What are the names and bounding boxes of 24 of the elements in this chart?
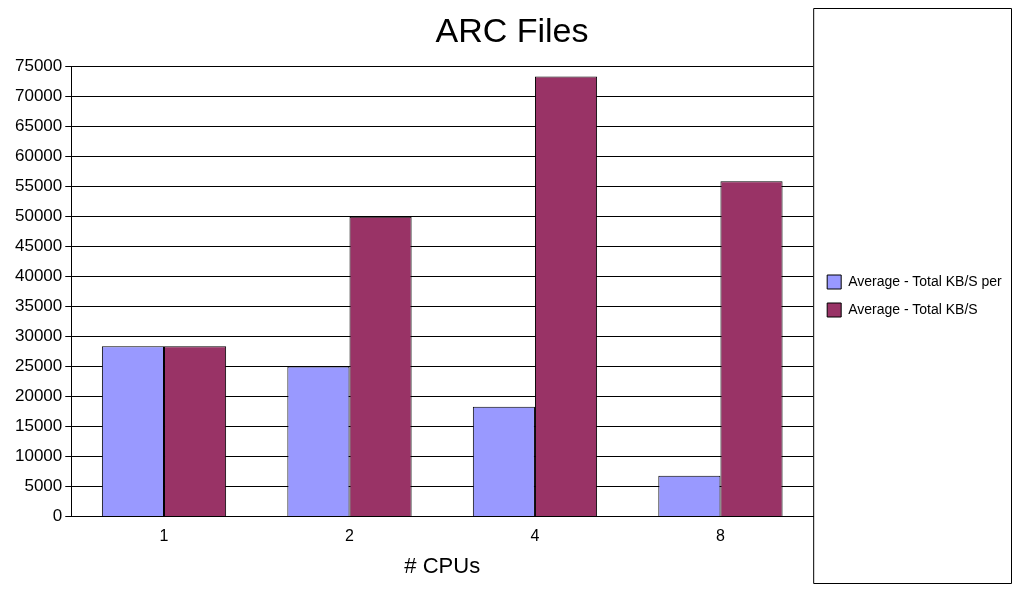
y-tick-label: 45000: [14, 236, 63, 256]
y-tick-label: 65000: [14, 116, 63, 136]
legend-label: Average - Total KB/S: [848, 300, 978, 317]
y-tick-label: 75000: [14, 56, 63, 76]
y-tick-label: 60000: [14, 146, 63, 166]
y-tick-label: 55000: [14, 176, 63, 196]
y-tick-label: 25000: [14, 356, 63, 376]
y-tick-label: 15000: [14, 416, 63, 436]
y-tick-label: 20000: [14, 386, 63, 406]
legend-label: Average - Total KB/S per: [848, 272, 1003, 289]
y-tick-label: 10000: [14, 446, 63, 466]
y-tick-label: 5000: [24, 476, 63, 496]
y-tick-label: 30000: [14, 326, 63, 346]
y-tick-label: 0: [52, 506, 63, 526]
x-axis-title: # CPUs: [404, 552, 481, 578]
y-tick-label: 40000: [14, 266, 63, 286]
x-tick-label: 1: [159, 527, 169, 545]
y-tick-label: 70000: [14, 86, 63, 106]
y-tick-label: 50000: [14, 206, 63, 226]
x-tick-label: 2: [345, 527, 355, 545]
y-tick-label: 35000: [14, 296, 63, 316]
chart-title: ARC Files: [435, 10, 589, 49]
x-tick-label: 8: [715, 527, 725, 545]
x-tick-label: 4: [530, 527, 540, 545]
